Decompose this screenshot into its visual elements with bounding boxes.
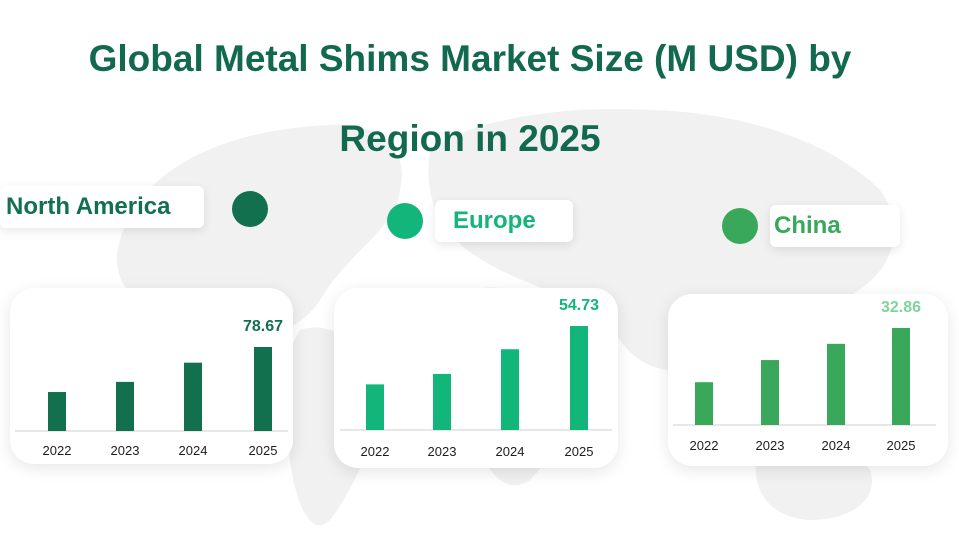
bar-china-2024 xyxy=(827,343,845,425)
value-label-north-america: 78.67 xyxy=(243,318,283,335)
year-label-china-2022: 2022 xyxy=(690,438,719,453)
year-label-north-america-2025: 2025 xyxy=(249,443,278,458)
bar-chart-north-america: 2022 2023 2024 2025 78.67 xyxy=(15,318,288,458)
bar-north-america-2022 xyxy=(48,392,66,431)
bar-chart-europe: 2022 2023 2024 2025 54.73 xyxy=(340,297,612,459)
year-label-europe-2024: 2024 xyxy=(496,444,525,459)
bar-europe-2022 xyxy=(366,384,384,430)
year-label-europe-2025: 2025 xyxy=(565,444,594,459)
year-label-china-2023: 2023 xyxy=(756,438,785,453)
year-label-north-america-2024: 2024 xyxy=(179,443,208,458)
bar-china-2025 xyxy=(892,328,910,425)
value-label-europe: 54.73 xyxy=(559,297,599,314)
bar-europe-2024 xyxy=(501,349,519,430)
region-label-china: China xyxy=(770,205,900,247)
year-label-europe-2022: 2022 xyxy=(361,444,390,459)
year-label-north-america-2023: 2023 xyxy=(111,443,140,458)
bar-china-2022 xyxy=(695,382,713,425)
year-label-north-america-2022: 2022 xyxy=(43,443,72,458)
bar-north-america-2023 xyxy=(116,381,134,431)
bar-chart-china: 2022 2023 2024 2025 32.86 xyxy=(673,299,936,453)
chart-card-china: 2022 2023 2024 2025 32.86 xyxy=(668,294,948,466)
north-america-dot xyxy=(232,191,268,227)
china-dot xyxy=(722,208,758,244)
bar-europe-2025 xyxy=(570,326,588,430)
region-label-north-america: North America xyxy=(0,186,204,228)
bar-china-2023 xyxy=(761,360,779,425)
chart-title-line-1: Global Metal Shims Market Size (M USD) b… xyxy=(88,38,852,79)
year-label-china-2025: 2025 xyxy=(887,438,916,453)
year-label-europe-2023: 2023 xyxy=(428,444,457,459)
chart-title-line-2: Region in 2025 xyxy=(339,118,601,159)
bar-europe-2023 xyxy=(433,373,451,430)
year-label-china-2024: 2024 xyxy=(822,438,851,453)
region-label-europe: Europe xyxy=(435,200,573,242)
europe-dot xyxy=(387,203,423,239)
bar-north-america-2024 xyxy=(184,362,202,431)
bar-north-america-2025 xyxy=(254,347,272,431)
value-label-china: 32.86 xyxy=(881,299,921,316)
chart-card-europe: 2022 2023 2024 2025 54.73 xyxy=(334,288,618,468)
chart-card-north-america: 2022 2023 2024 2025 78.67 xyxy=(10,288,293,464)
